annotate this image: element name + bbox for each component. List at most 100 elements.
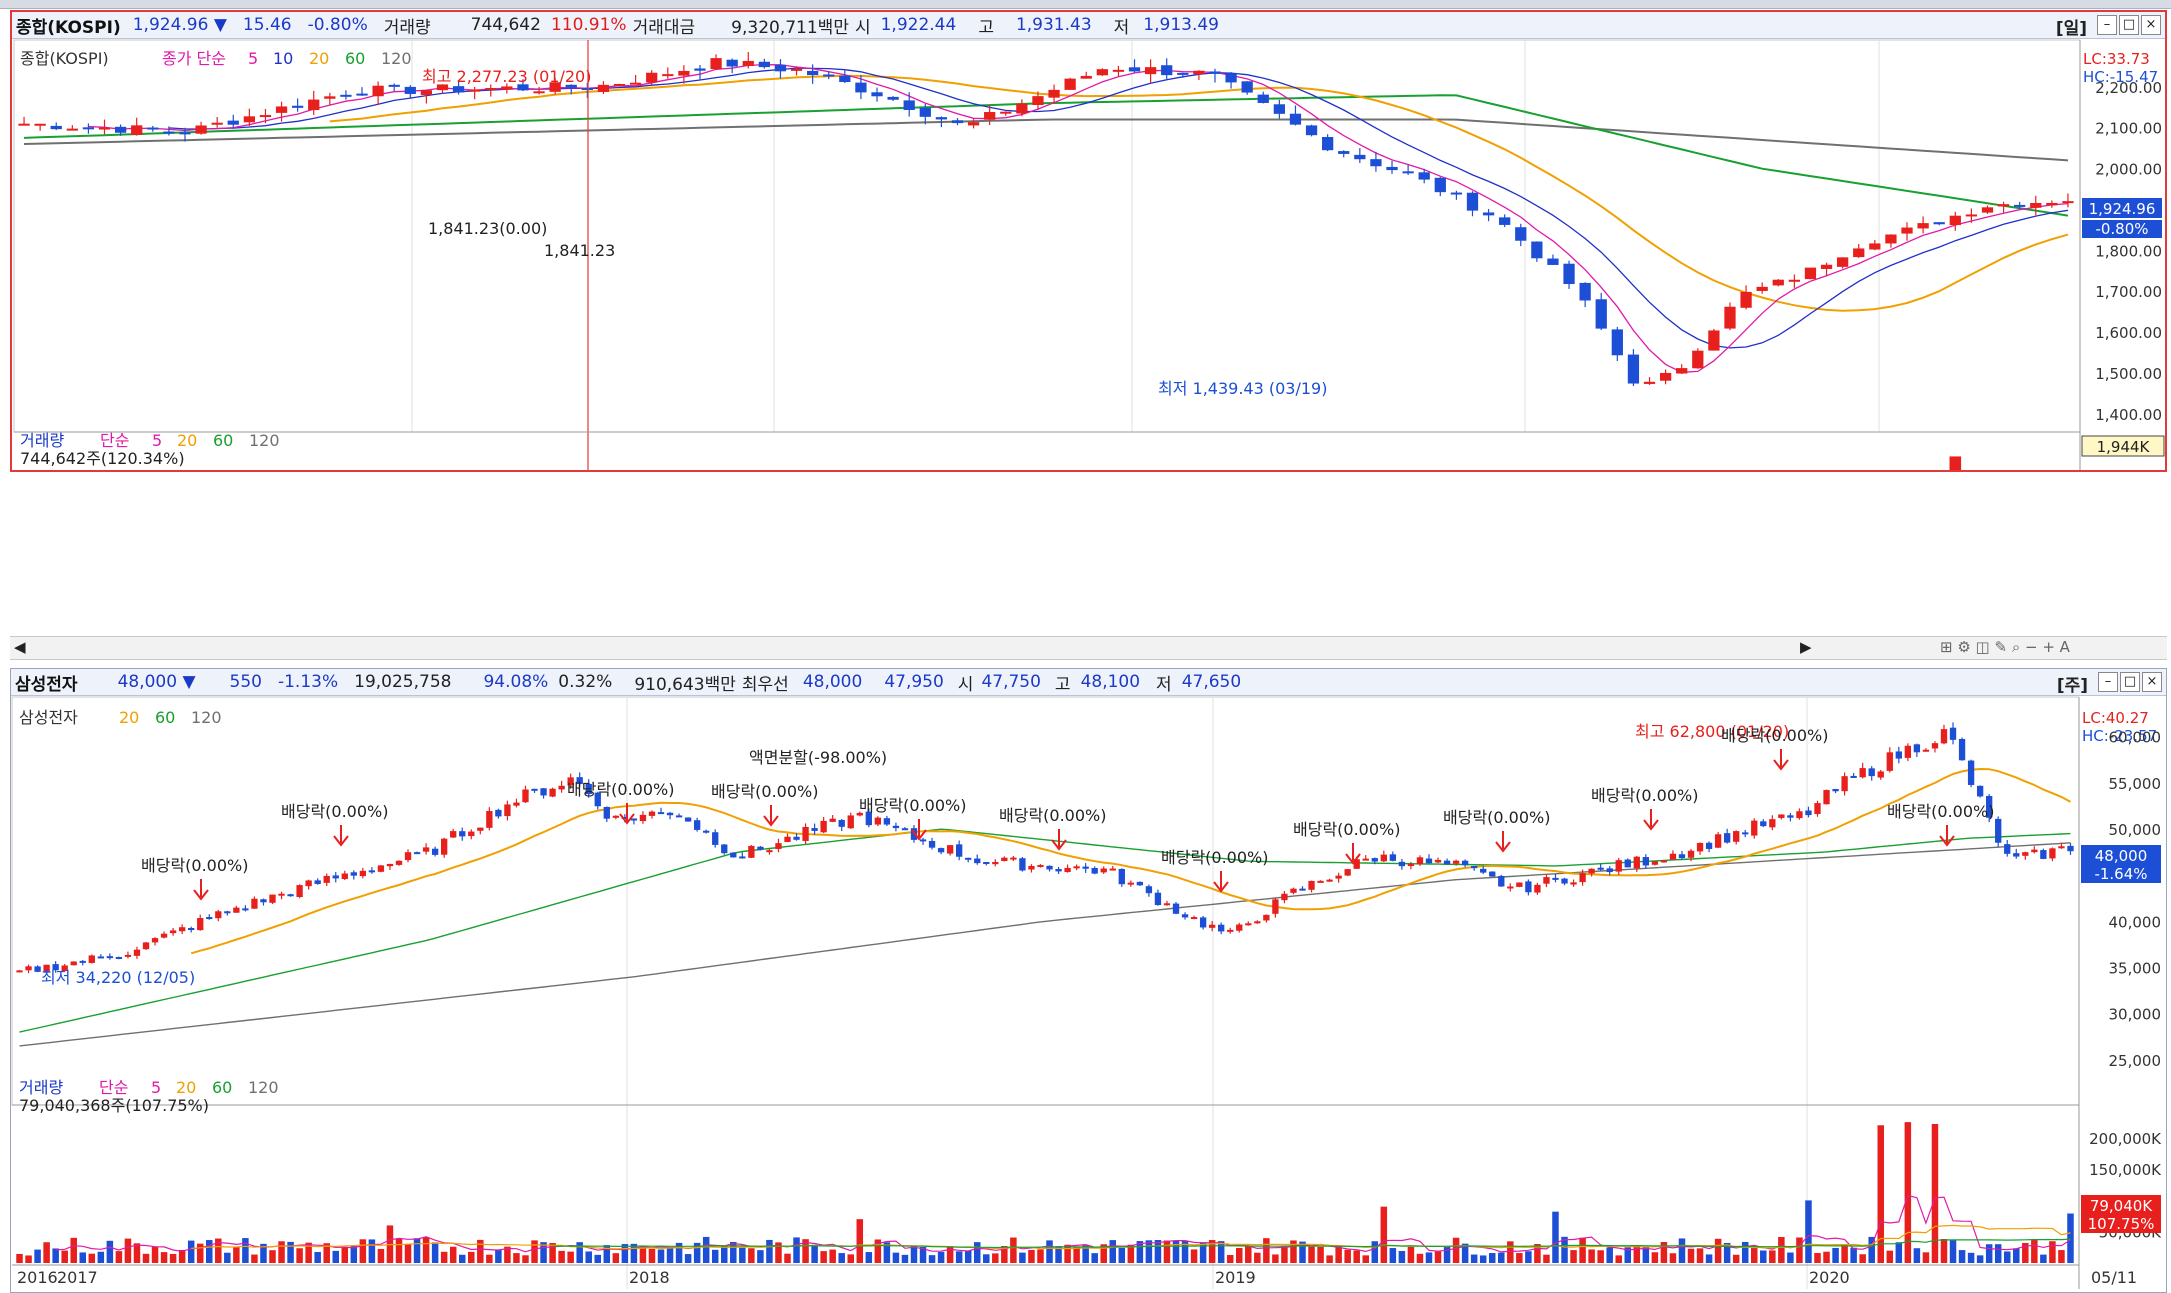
samsung-chart-canvas[interactable]: 삼성전자 20 60 120 최고 62,800 (01/20) 최저 34,220 (1… bbox=[11, 669, 2166, 1292]
kospi-legend-ma: 5 bbox=[248, 49, 258, 68]
kospi-legend-ma: 10 bbox=[273, 49, 293, 68]
kospi-low-annotation: 최저 1,439.43 (03/19) bbox=[1158, 379, 1327, 398]
samsung-candle bbox=[1272, 899, 1279, 914]
samsung-candle bbox=[992, 862, 999, 865]
kospi-amount: 9,320,711백만 bbox=[731, 17, 849, 38]
samsung-volume-bar bbox=[1127, 1244, 1135, 1263]
minimize-icon[interactable]: – bbox=[2097, 15, 2117, 35]
kospi-candle bbox=[1080, 75, 1092, 79]
kospi-cursor-value: 1,841.23(0.00) bbox=[428, 219, 547, 238]
samsung-period[interactable]: [주] bbox=[2056, 676, 2088, 696]
kospi-candle bbox=[1241, 81, 1253, 93]
samsung-candle bbox=[937, 848, 945, 853]
kospi-candle bbox=[131, 125, 143, 135]
maximize-icon[interactable]: □ bbox=[2119, 15, 2139, 35]
samsung-ma120 bbox=[19, 842, 2071, 1047]
samsung-volume-bar bbox=[314, 1251, 321, 1263]
samsung-volume-bar bbox=[341, 1247, 349, 1263]
samsung-candle bbox=[178, 927, 186, 932]
samsung-candle bbox=[332, 875, 339, 879]
close-icon[interactable]: × bbox=[2142, 672, 2162, 692]
samsung-candle bbox=[1931, 743, 1939, 749]
samsung-volume-bar bbox=[61, 1250, 68, 1263]
samsung-candle bbox=[1832, 789, 1839, 792]
kospi-legend-ma: 120 bbox=[381, 49, 412, 68]
samsung-volume-bar bbox=[422, 1237, 430, 1263]
samsung-candle bbox=[1778, 814, 1785, 818]
samsung-volume-bar bbox=[1606, 1247, 1613, 1263]
kospi-candle bbox=[1064, 78, 1076, 90]
samsung-volume-bar bbox=[359, 1239, 367, 1263]
samsung-candle bbox=[242, 908, 249, 911]
samsung-candle bbox=[1615, 860, 1622, 872]
samsung-volume-bar bbox=[2040, 1254, 2047, 1263]
samsung-candle bbox=[820, 820, 827, 833]
samsung-volume-bar bbox=[964, 1250, 972, 1263]
samsung-open-label: 시 bbox=[957, 674, 974, 695]
minimize-icon[interactable]: – bbox=[2098, 672, 2118, 692]
samsung-candle bbox=[1290, 888, 1297, 893]
samsung-volume-bar bbox=[1172, 1240, 1180, 1263]
samsung-candle bbox=[639, 814, 647, 822]
samsung-volume-bar bbox=[992, 1253, 999, 1263]
samsung-volume-bar bbox=[757, 1250, 764, 1263]
samsung-candle bbox=[34, 966, 41, 972]
samsung-candle bbox=[1362, 858, 1369, 861]
samsung-dividend-annotation: 배당락(0.00%) bbox=[281, 802, 388, 821]
scroll-right-icon[interactable]: ▶ bbox=[1800, 638, 1812, 656]
samsung-candle bbox=[151, 938, 159, 943]
kospi-scrollbar[interactable]: ◀ ▶ ⊞ ⚙ ◫ ✎ ⌕ − + A bbox=[10, 636, 2167, 660]
samsung-volume-bar bbox=[1299, 1241, 1306, 1263]
samsung-candle bbox=[1471, 865, 1478, 869]
samsung-candle bbox=[2058, 846, 2065, 849]
samsung-candle bbox=[341, 873, 348, 880]
kospi-candle bbox=[839, 75, 851, 83]
samsung-volume-bar bbox=[1208, 1240, 1216, 1263]
maximize-icon[interactable]: □ bbox=[2120, 672, 2140, 692]
samsung-candle bbox=[721, 844, 728, 854]
samsung-name[interactable]: 삼성전자 bbox=[15, 674, 78, 695]
kospi-chart-canvas[interactable]: 종합(KOSPI) 종가 단순 5 10 20 60 120 최고 2,277.23 (01/… bbox=[12, 12, 2165, 470]
samsung-candle bbox=[1633, 856, 1640, 869]
samsung-candle bbox=[1434, 859, 1442, 863]
samsung-volume-bar bbox=[1163, 1240, 1171, 1263]
samsung-volume-bar bbox=[1778, 1237, 1785, 1263]
close-icon[interactable]: × bbox=[2141, 15, 2161, 35]
samsung-dividend-annotation: 배당락(0.00%) bbox=[1443, 808, 1550, 827]
samsung-candle bbox=[1796, 811, 1803, 819]
samsung-volume-bar bbox=[666, 1247, 674, 1263]
zoom-tools-icon[interactable]: ⊞ ⚙ ◫ ✎ ⌕ − + A bbox=[1940, 638, 2070, 656]
samsung-candle bbox=[25, 966, 32, 971]
samsung-candle bbox=[1425, 858, 1433, 864]
samsung-volume-bar bbox=[1064, 1244, 1071, 1263]
kospi-name[interactable]: 종합(KOSPI) bbox=[16, 17, 121, 38]
samsung-volume-bar bbox=[495, 1249, 502, 1263]
samsung-volume-bar bbox=[1994, 1244, 2002, 1263]
kospi-candle bbox=[1531, 241, 1543, 259]
samsung-candle bbox=[2022, 852, 2029, 856]
kospi-candle bbox=[275, 106, 288, 113]
samsung-volume-bar bbox=[657, 1249, 665, 1263]
kospi-candle bbox=[935, 117, 948, 120]
samsung-volume-bar bbox=[648, 1248, 656, 1263]
samsung-volume-bar bbox=[1001, 1246, 1008, 1263]
kospi-candle bbox=[967, 122, 980, 126]
samsung-volume-bar bbox=[215, 1238, 222, 1263]
samsung-volume-bar bbox=[1308, 1246, 1315, 1263]
samsung-candle bbox=[946, 845, 954, 854]
samsung-candle bbox=[974, 858, 981, 864]
kospi-candle bbox=[1627, 354, 1640, 384]
scroll-left-icon[interactable]: ◀ bbox=[14, 638, 26, 656]
kospi-candle bbox=[1032, 96, 1044, 105]
kospi-candle bbox=[581, 88, 593, 91]
samsung-volume-bar bbox=[612, 1253, 620, 1263]
samsung-candle bbox=[1913, 744, 1921, 753]
kospi-candle bbox=[340, 94, 352, 97]
samsung-volume-bar bbox=[251, 1254, 258, 1263]
kospi-candle bbox=[1048, 89, 1060, 98]
samsung-candle bbox=[2004, 844, 2011, 854]
samsung-candle bbox=[1850, 775, 1857, 778]
samsung-dividend-annotation: 배당락(0.00%) bbox=[1161, 848, 1268, 867]
kospi-period[interactable]: [일] bbox=[2055, 19, 2087, 39]
samsung-vol-legend-name: 거래량 bbox=[19, 1078, 63, 1097]
